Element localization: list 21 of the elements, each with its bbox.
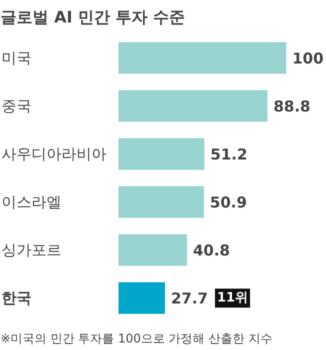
chart-title: 글로벌 AI 민간 투자 수준 [0, 8, 186, 26]
y-tick-label: 중국 [2, 96, 32, 115]
bar [118, 138, 204, 170]
y-tick-label: 미국 [2, 48, 32, 67]
annotation: 11위 [216, 290, 248, 306]
y-tick-label: 이스라엘 [2, 193, 62, 212]
bar [118, 42, 286, 74]
data-label: 51.2 [210, 145, 248, 164]
y-tick-label: 한국 [2, 289, 32, 308]
data-label: 100 [292, 49, 324, 68]
text: ※미국의 민간 투자를 100으로 가정해 산출한 지수 [0, 332, 272, 346]
data-label: 27.7 [170, 290, 208, 308]
y-tick-label: 사우디아라비아 [2, 144, 106, 163]
y-tick-label: 싱가포르 [2, 241, 62, 260]
data-label: 40.8 [192, 242, 230, 260]
bar [118, 90, 268, 122]
bar [118, 186, 204, 218]
data-label: 50.9 [210, 194, 247, 212]
data-label: 88.8 [273, 97, 310, 116]
bar [118, 234, 187, 266]
bar [118, 282, 165, 314]
